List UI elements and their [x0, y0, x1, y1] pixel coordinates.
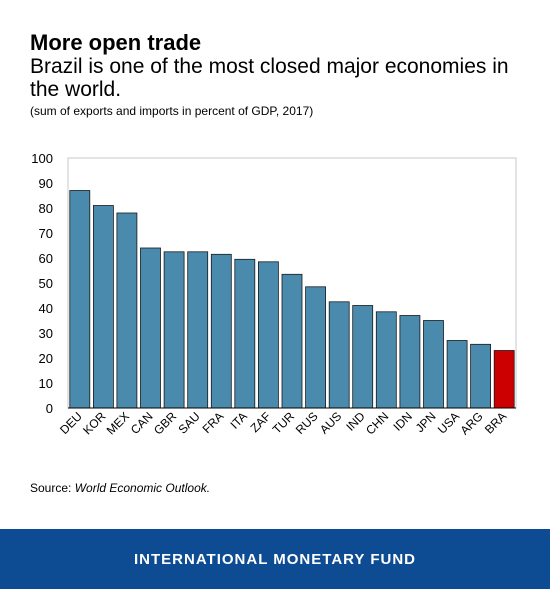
x-tick-label: AUS: [317, 409, 344, 436]
x-tick-label: MEX: [104, 409, 132, 437]
y-tick-label: 60: [39, 251, 53, 266]
bar: [493, 350, 515, 409]
bar: [257, 261, 279, 409]
source-label: Source:: [30, 481, 72, 495]
y-tick-label: 30: [39, 326, 53, 341]
x-tick-label: RUS: [293, 409, 321, 437]
y-tick-label: 20: [39, 351, 53, 366]
y-tick-label: 10: [39, 376, 53, 391]
bar: [234, 258, 256, 409]
chart-note: (sum of exports and imports in percent o…: [30, 104, 314, 118]
x-tick-label: KOR: [80, 409, 109, 438]
x-tick-label: DEU: [57, 409, 85, 437]
y-tick-label: 90: [39, 176, 53, 191]
x-tick-label: IDN: [391, 409, 416, 434]
bar: [163, 251, 185, 409]
footer-banner: INTERNATIONAL MONETARY FUND: [0, 529, 550, 589]
bar-chart: 0 10 20 30 40 50 60 70 80 90 100 DEUKORMEXCANGBRSAU…: [31, 151, 517, 438]
chart-title: More open trade: [30, 30, 202, 55]
footer-text: INTERNATIONAL MONETARY FUND: [134, 550, 416, 568]
source-text: World Economic Outlook.: [74, 481, 211, 495]
bar: [305, 286, 327, 409]
bar: [140, 247, 161, 409]
y-tick-label: 80: [39, 201, 53, 216]
x-tick-label: ARG: [457, 409, 485, 437]
bar: [116, 212, 138, 409]
chart-subtitle: Brazil is one of the most closed major e…: [30, 55, 509, 101]
x-tick-label: ITA: [227, 409, 249, 431]
y-tick-label: 0: [46, 401, 53, 416]
x-tick-label: ZAF: [248, 409, 274, 435]
x-tick-label: CAN: [128, 409, 156, 437]
bar: [210, 253, 232, 409]
bar: [470, 343, 492, 409]
bar: [281, 273, 303, 409]
x-tick-label: TUR: [270, 409, 298, 437]
x-tick-label: CHN: [363, 409, 391, 437]
x-tick-label: USA: [435, 409, 462, 436]
source-note: Source: World Economic Outlook.: [30, 481, 210, 495]
y-tick-label: 40: [39, 301, 53, 316]
x-tick-label: SAU: [175, 409, 202, 436]
x-tick-label: GBR: [151, 409, 180, 438]
bar: [446, 340, 468, 409]
x-tick-label: BRA: [482, 409, 509, 436]
y-tick-label: 50: [39, 276, 53, 291]
y-tick-label: 100: [31, 151, 53, 166]
bar: [328, 301, 350, 409]
x-tick-label: FRA: [200, 409, 227, 436]
x-tick-label: JPN: [413, 409, 439, 435]
bar: [375, 311, 397, 409]
bar: [187, 251, 209, 409]
bar: [399, 315, 421, 409]
bar: [352, 305, 374, 409]
bar: [423, 320, 444, 409]
y-tick-label: 70: [39, 226, 53, 241]
bar: [69, 190, 91, 409]
bar: [93, 205, 114, 409]
